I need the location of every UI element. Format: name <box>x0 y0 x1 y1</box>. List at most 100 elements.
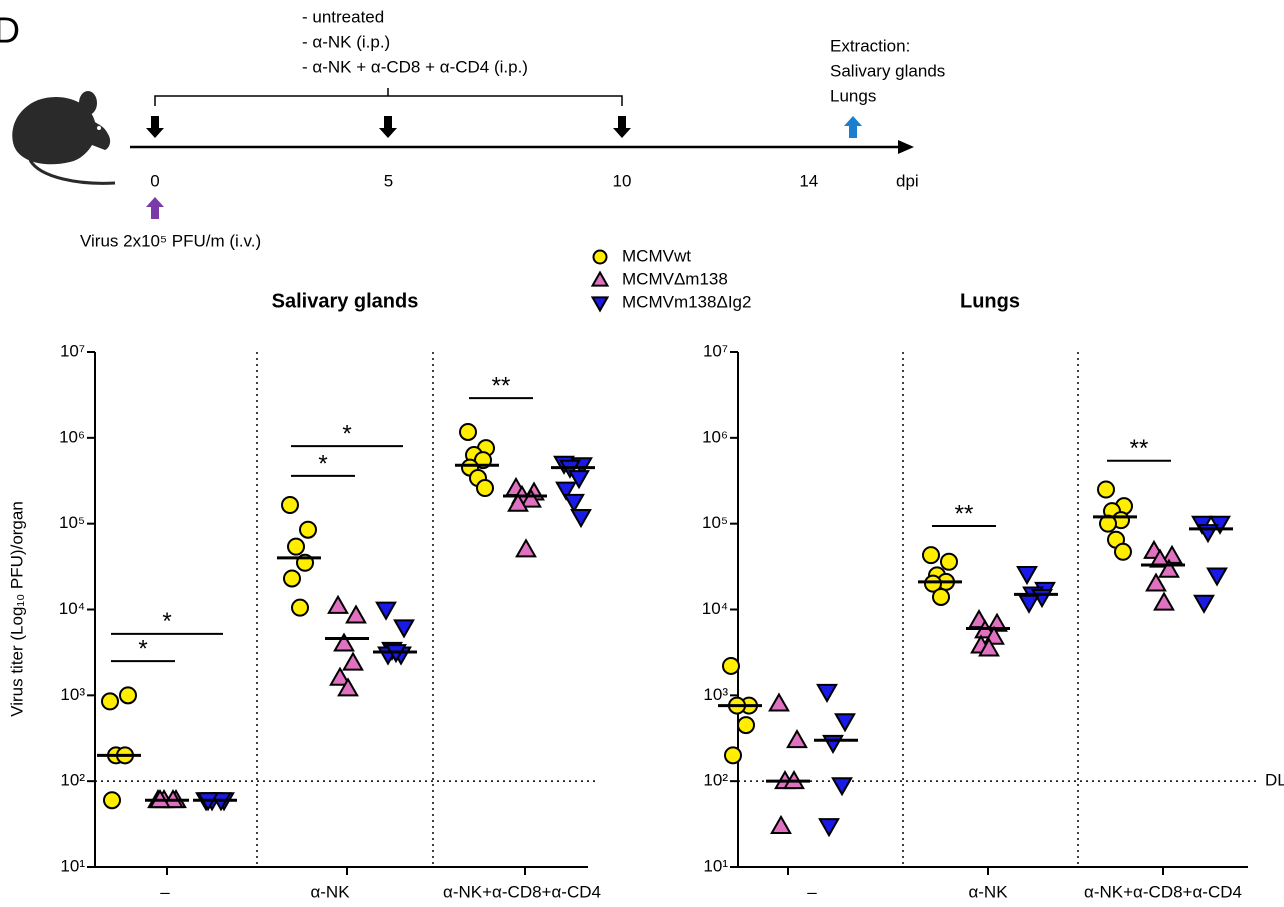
data-point <box>345 604 367 624</box>
data-point <box>291 598 309 617</box>
mouse-icon <box>12 91 116 185</box>
y-tick-label: 10⁵ <box>702 513 728 532</box>
data-point <box>337 677 359 697</box>
data-point <box>281 495 299 514</box>
panel-label: D <box>0 10 20 51</box>
data-point <box>1018 594 1040 614</box>
y-tick-label: 10⁷ <box>703 341 728 360</box>
data-point <box>507 492 529 512</box>
bracket <box>154 88 623 106</box>
data-point <box>101 692 119 711</box>
data-point <box>342 651 364 671</box>
data-point <box>768 692 790 712</box>
data-point <box>724 746 742 765</box>
data-point <box>1145 572 1167 592</box>
x-tick-label: α-NK <box>968 882 1008 901</box>
y-tick-label: 10² <box>60 771 85 790</box>
day-label: 0 <box>150 171 159 190</box>
data-point <box>520 488 542 508</box>
data-point <box>393 619 415 639</box>
data-point <box>1193 594 1215 614</box>
significance-label: ** <box>955 500 974 527</box>
day-label: 10 <box>613 171 632 190</box>
day-label: 5 <box>384 171 393 190</box>
y-tick-label: 10⁴ <box>59 599 85 618</box>
infection-arrow <box>146 197 164 219</box>
data-point <box>1097 480 1115 499</box>
data-point <box>299 520 317 539</box>
data-point <box>103 791 121 810</box>
chart-title: Lungs <box>960 290 1020 312</box>
data-point <box>822 734 844 755</box>
data-point <box>831 777 853 797</box>
data-point <box>287 537 305 556</box>
significance-label: ** <box>1130 435 1149 462</box>
x-tick-label: – <box>807 882 817 901</box>
data-point <box>515 538 537 558</box>
data-point <box>1149 548 1171 568</box>
significance-label: * <box>138 636 147 663</box>
x-tick-label: – <box>160 882 170 901</box>
extraction-arrow <box>844 116 862 138</box>
extraction: Lungs <box>830 86 876 105</box>
data-point <box>722 656 740 675</box>
treatment-arrows <box>146 116 631 138</box>
time-axis-head <box>898 140 914 154</box>
y-tick-label: 10⁶ <box>59 427 85 446</box>
y-tick-label: 10² <box>703 771 728 790</box>
data-point <box>119 686 137 705</box>
y-axis-label: Virus titer (Log₁₀ PFU)/organ <box>7 501 26 717</box>
data-point <box>1153 591 1175 611</box>
data-point <box>283 569 301 588</box>
data-point <box>834 713 856 733</box>
x-tick-label: α-NK+α-CD8+α-CD4 <box>1084 882 1242 901</box>
data-point <box>570 508 592 529</box>
y-tick-label: 10¹ <box>703 856 728 875</box>
legend-marker <box>590 270 610 287</box>
data-point <box>333 632 355 652</box>
data-point <box>816 683 838 703</box>
data-point <box>327 594 349 614</box>
data-point <box>924 574 942 593</box>
y-tick-label: 10⁷ <box>60 341 85 360</box>
data-point <box>1206 567 1228 587</box>
chart-title: Salivary glands <box>272 290 419 312</box>
day-label: 14 <box>799 171 818 190</box>
legend-marker <box>590 296 610 313</box>
x-tick-label: α-NK <box>310 882 350 901</box>
data-point <box>568 470 590 490</box>
data-point <box>375 601 397 621</box>
data-point <box>737 716 755 735</box>
treatment: - α-NK + α-CD8 + α-CD4 (i.p.) <box>302 57 528 76</box>
significance-label: * <box>342 420 351 447</box>
treatment: - untreated <box>302 7 384 26</box>
data-point <box>978 637 1000 657</box>
y-tick-label: 10¹ <box>60 856 85 875</box>
data-point <box>940 552 958 571</box>
y-tick-label: 10⁴ <box>702 599 728 618</box>
data-point <box>922 546 940 565</box>
data-point <box>932 587 950 606</box>
treatment: - α-NK (i.p.) <box>302 32 390 51</box>
data-point <box>555 481 577 501</box>
data-point <box>1158 558 1180 578</box>
data-point <box>329 666 351 686</box>
legend-label: MCMVΔm138 <box>622 269 728 288</box>
data-point <box>459 422 477 441</box>
legend-label: MCMVwt <box>622 246 691 265</box>
data-point <box>563 493 585 513</box>
data-point <box>786 728 808 749</box>
legend-marker <box>592 249 608 265</box>
data-point <box>1161 544 1183 564</box>
virus-dose: Virus 2x10⁵ PFU/m (i.v.) <box>80 231 261 250</box>
y-tick-label: 10³ <box>703 685 728 704</box>
significance-label: * <box>162 608 171 635</box>
y-tick-label: 10⁵ <box>59 513 85 532</box>
extraction: Salivary glands <box>830 61 945 80</box>
significance-label: * <box>318 450 327 477</box>
significance-label: ** <box>492 372 511 399</box>
data-point <box>1016 565 1038 586</box>
legend-label: MCMVm138ΔIg2 <box>622 292 751 311</box>
data-point <box>476 479 494 498</box>
